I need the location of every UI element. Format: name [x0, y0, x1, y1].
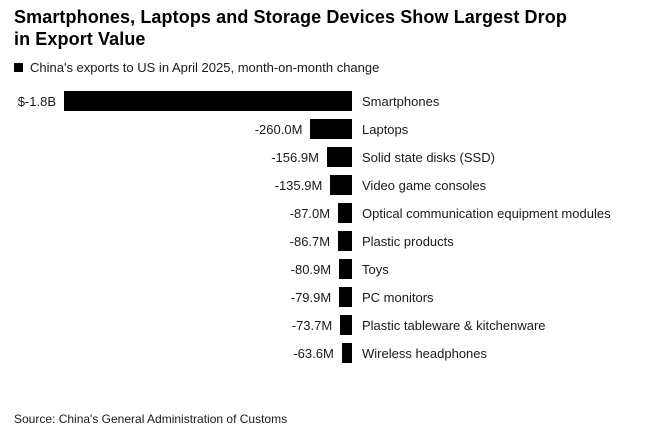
chart-title-line-1: Smartphones, Laptops and Storage Devices… — [14, 7, 567, 27]
bar — [340, 315, 352, 335]
bar — [339, 259, 352, 279]
bar-zone: -80.9M — [14, 259, 352, 279]
bar-category-label: Wireless headphones — [362, 345, 488, 361]
bar — [339, 287, 352, 307]
source-note: Source: China's General Administration o… — [14, 412, 288, 426]
bar — [341, 343, 352, 363]
bar-zone: -260.0M — [14, 119, 352, 139]
bar — [338, 231, 352, 251]
bar-zone: $-1.8B — [14, 91, 352, 111]
bar — [338, 203, 352, 223]
bar-row: -73.7M Plastic tableware & kitchenware — [14, 311, 639, 339]
bar-value-label: -135.9M — [274, 177, 323, 193]
bar-row: -86.7M Plastic products — [14, 227, 639, 255]
bar-row: -156.9M Solid state disks (SSD) — [14, 143, 639, 171]
bar-category-label: PC monitors — [362, 289, 434, 305]
bar-value-label: $-1.8B — [17, 93, 56, 109]
bar-row: $-1.8B Smartphones — [14, 87, 639, 115]
bar-category-label: Smartphones — [362, 93, 440, 109]
bar-zone: -73.7M — [14, 315, 352, 335]
bar-row: -80.9M Toys — [14, 255, 639, 283]
bar-category-label: Plastic products — [362, 233, 454, 249]
bar-value-label: -73.7M — [291, 317, 333, 333]
bar-category-label: Solid state disks (SSD) — [362, 149, 495, 165]
bar-zone: -86.7M — [14, 231, 352, 251]
bar-zone: -135.9M — [14, 175, 352, 195]
bar-row: -79.9M PC monitors — [14, 283, 639, 311]
bar-row: -260.0M Laptops — [14, 115, 639, 143]
bar-category-label: Video game consoles — [362, 177, 487, 193]
bar-category-label: Toys — [362, 261, 389, 277]
bar-zone: -87.0M — [14, 203, 352, 223]
bar-zone: -156.9M — [14, 147, 352, 167]
bar-row: -135.9M Video game consoles — [14, 171, 639, 199]
chart-title: Smartphones, Laptops and Storage Devices… — [14, 6, 639, 50]
bar-value-label: -80.9M — [290, 261, 332, 277]
bar-category-label: Optical communication equipment modules — [362, 205, 611, 221]
bar-value-label: -79.9M — [290, 289, 332, 305]
bar-value-label: -87.0M — [289, 205, 331, 221]
bar — [326, 147, 352, 167]
legend-label: China's exports to US in April 2025, mon… — [30, 60, 380, 75]
bar-row: -63.6M Wireless headphones — [14, 339, 639, 367]
legend-marker-icon — [14, 63, 23, 72]
bar-row: -87.0M Optical communication equipment mo… — [14, 199, 639, 227]
legend: China's exports to US in April 2025, mon… — [14, 60, 639, 75]
bar-category-label: Laptops — [362, 121, 409, 137]
bar-value-label: -86.7M — [289, 233, 331, 249]
bar-category-label: Plastic tableware & kitchenware — [362, 317, 546, 333]
bar-value-label: -260.0M — [254, 121, 303, 137]
bar-value-label: -63.6M — [293, 345, 334, 361]
bar-zone: -63.6M — [14, 343, 352, 363]
bar — [310, 119, 352, 139]
chart: $-1.8B Smartphones -260.0M Laptops -156.9M So… — [14, 87, 639, 367]
chart-title-line-2: in Export Value — [14, 29, 146, 49]
bar-value-label: -156.9M — [271, 149, 319, 165]
bar — [330, 175, 352, 195]
bar — [64, 91, 352, 111]
bar-zone: -79.9M — [14, 287, 352, 307]
